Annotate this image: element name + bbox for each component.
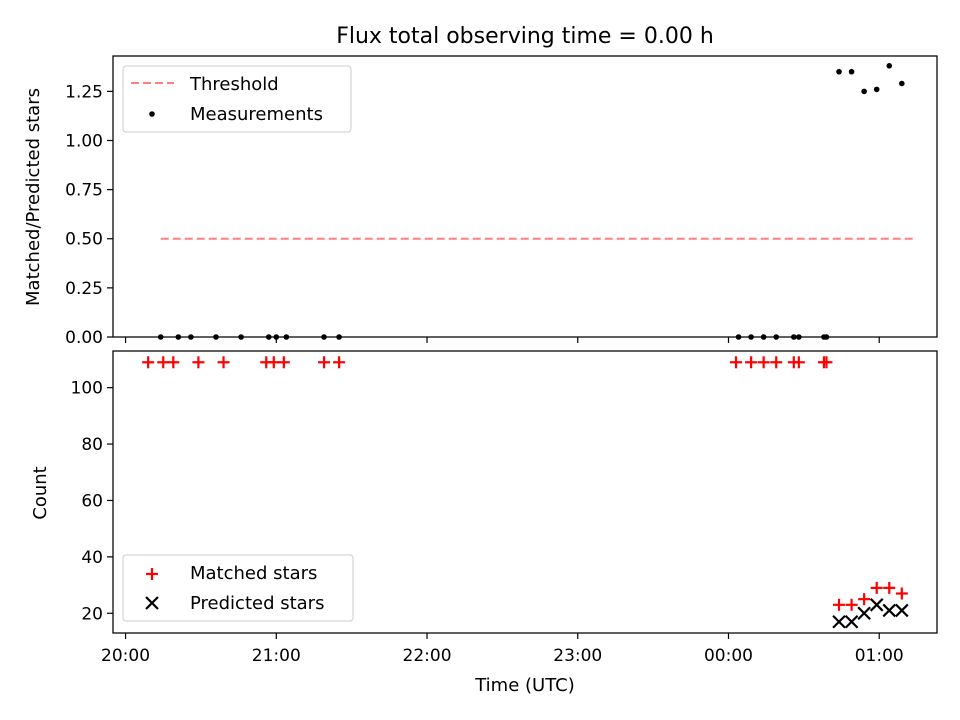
x-tick-label: 23:00 (553, 646, 602, 666)
bottom-y-axis-label: Count (30, 466, 51, 519)
bottom-y-tick-label: 80 (81, 435, 103, 455)
matched-star-point (870, 581, 883, 594)
measurement-point (873, 86, 880, 93)
top-y-tick-label: 0.00 (65, 328, 103, 348)
predicted-star-point (895, 603, 909, 618)
top-y-tick-label: 0.75 (65, 181, 103, 201)
measurement-point (735, 334, 742, 340)
matched-star-point (267, 356, 280, 369)
measurement-point (760, 334, 767, 340)
matched-star-point (845, 598, 858, 611)
x-tick-label: 21:00 (252, 646, 301, 666)
x-tick-label: 22:00 (403, 646, 452, 666)
measurement-point (773, 334, 780, 340)
measurement-point (836, 68, 842, 75)
legend-measurements-label: Measurements (190, 104, 323, 125)
top-legend-box (122, 65, 352, 133)
bottom-y-tick-label: 60 (81, 491, 103, 511)
x-tick-label: 00:00 (704, 646, 753, 666)
measurement-point (238, 334, 244, 340)
matched-star-point (833, 598, 846, 611)
bottom-y-tick-label: 100 (71, 379, 103, 399)
measurement-point (283, 334, 290, 340)
matched-star-point (277, 356, 290, 369)
measurement-point (273, 334, 280, 340)
bottom-y-tick-label: 40 (81, 548, 103, 568)
predicted-star-point (832, 614, 846, 629)
matched-stars-legend-marker (146, 568, 158, 580)
measurement-point (321, 334, 327, 340)
measurement-point (791, 334, 797, 340)
measurement-point (188, 334, 194, 340)
legend-matched-label: Matched stars (190, 563, 317, 584)
matched-star-point (318, 356, 331, 369)
matched-star-point (770, 356, 783, 369)
matched-star-point (883, 581, 896, 594)
matched-star-point (192, 356, 205, 369)
predicted-stars-legend-marker (145, 596, 159, 610)
matched-star-point (895, 587, 908, 600)
measurement-point (899, 80, 905, 87)
measurement-point (796, 334, 802, 340)
matched-star-point (157, 356, 170, 369)
top-plot: 0.00 0.25 0.50 0.75 1.00 1.25 Matched/Predict… (23, 55, 938, 348)
top-y-tick-label: 1.00 (65, 131, 103, 151)
matched-star-point (745, 356, 758, 369)
x-tick-label: 20:00 (101, 646, 150, 666)
x-axis-label: Time (UTC) (474, 675, 575, 696)
measurement-point (157, 334, 164, 340)
matched-star-point (820, 356, 833, 369)
matched-star-point (142, 356, 155, 369)
measurements-legend-marker (149, 111, 155, 117)
bottom-legend: Matched stars Predicted stars (122, 554, 354, 622)
bottom-plot: 20 40 60 80 100 20:00 21:00 22:00 23:00 00:00 01:… (30, 350, 938, 696)
top-y-axis-label: Matched/Predicted stars (23, 88, 44, 306)
bottom-legend-box (122, 554, 354, 622)
top-y-tick-label: 1.25 (65, 82, 103, 102)
x-axis: 20:00 21:00 22:00 23:00 00:00 01:00 (101, 633, 904, 666)
measurement-point (848, 68, 855, 75)
bottom-plot-frame (112, 350, 938, 634)
matched-star-point (217, 356, 230, 369)
legend-predicted-label: Predicted stars (190, 593, 324, 614)
measurement-point (265, 334, 272, 340)
top-y-tick-label: 0.25 (65, 279, 103, 299)
matched-star-point (333, 356, 346, 369)
measurement-point (336, 334, 342, 340)
top-y-axis: 0.00 0.25 0.50 0.75 1.00 1.25 (65, 82, 113, 348)
chart-title: Flux total observing time = 0.00 h (336, 24, 714, 49)
top-legend: Threshold Measurements (122, 65, 352, 133)
measurement-point (213, 334, 219, 340)
measurement-point (823, 334, 830, 340)
matched-star-point (730, 356, 743, 369)
matched-star-point (167, 356, 180, 369)
predicted-star-point (869, 598, 884, 612)
bottom-series (142, 356, 909, 629)
legend-threshold-label: Threshold (189, 74, 279, 95)
measurement-point (861, 88, 867, 95)
top-series (157, 63, 915, 340)
measurement-point (175, 334, 182, 340)
matched-star-point (792, 356, 805, 369)
predicted-star-point (844, 614, 859, 629)
matched-star-point (757, 356, 770, 369)
measurement-point (886, 63, 893, 69)
predicted-star-point (857, 606, 871, 621)
top-y-tick-label: 0.50 (65, 230, 103, 250)
measurement-point (748, 334, 754, 340)
x-tick-label: 01:00 (855, 646, 904, 666)
bottom-y-tick-label: 20 (81, 604, 103, 624)
top-plot-frame (112, 55, 938, 338)
predicted-star-point (882, 603, 897, 618)
bottom-y-axis: 20 40 60 80 100 (71, 379, 113, 624)
matched-star-point (858, 593, 871, 606)
